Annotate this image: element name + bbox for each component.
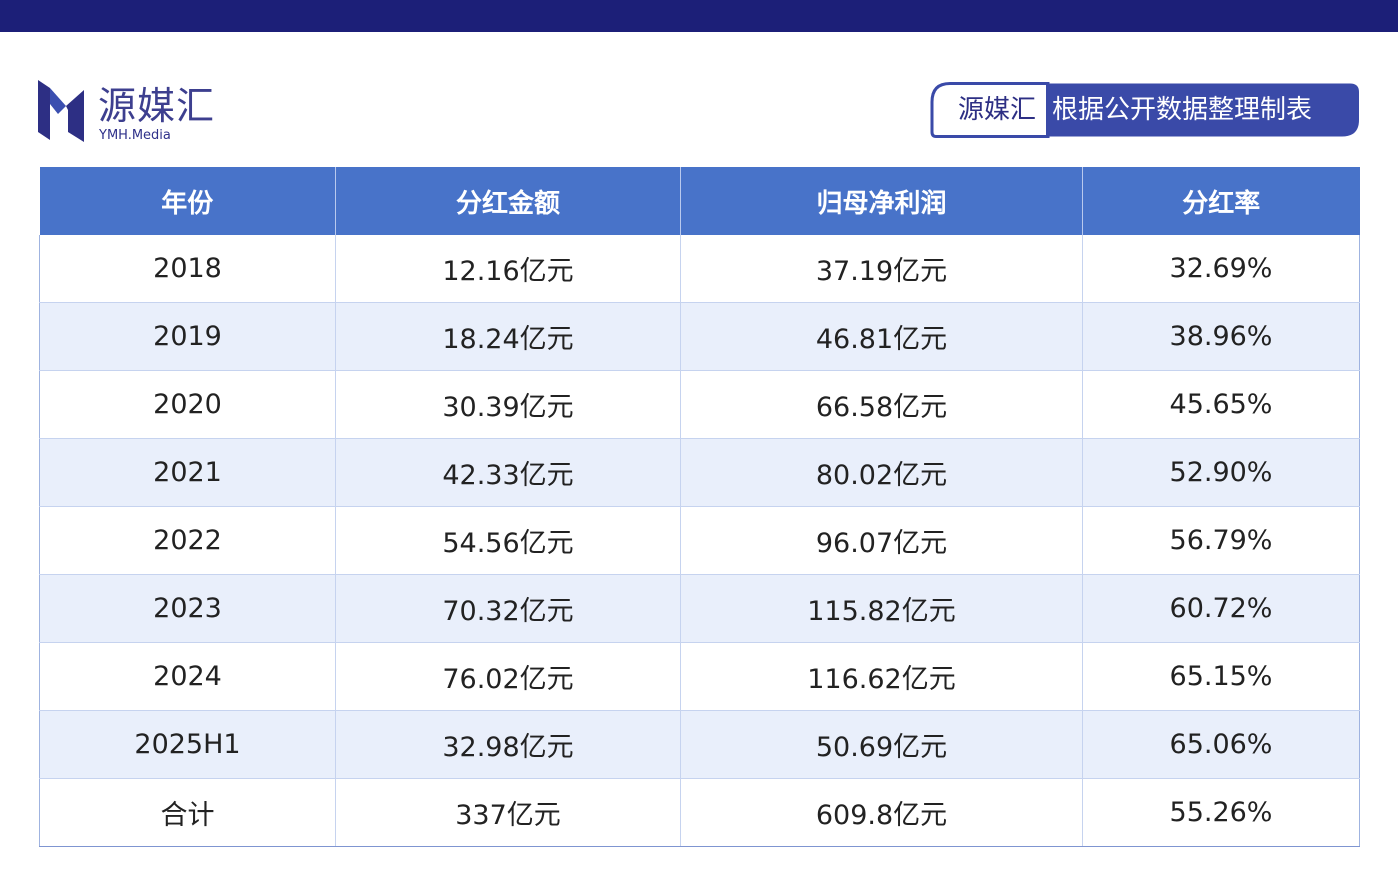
cell-payout-ratio: 32.69% (1082, 235, 1360, 303)
table-header-row: 年份 分红金额 归母净利润 分红率 (39, 167, 1360, 235)
cell-year: 2021 (39, 438, 336, 507)
cell-total-net-profit: 609.8亿元 (680, 778, 1083, 847)
cell-year: 2018 (39, 235, 336, 303)
cell-year: 2020 (39, 370, 336, 439)
logo-subtitle: YMH.Media (99, 128, 171, 143)
top-banner (0, 0, 1398, 32)
cell-net-profit: 66.58亿元 (680, 370, 1083, 439)
cell-dividend: 70.32亿元 (335, 574, 681, 643)
cell-net-profit: 46.81亿元 (680, 302, 1083, 371)
cell-dividend: 54.56亿元 (335, 506, 681, 575)
cell-dividend: 42.33亿元 (335, 438, 681, 507)
badge-brand-label: 源媒汇 (957, 95, 1036, 125)
dividend-table: 年份 分红金额 归母净利润 分红率 2018 12.16亿元 37.19亿元 3… (39, 167, 1360, 847)
cell-dividend: 32.98亿元 (335, 710, 681, 779)
cell-total-label: 合计 (39, 778, 336, 847)
cell-payout-ratio: 52.90% (1082, 438, 1360, 507)
cell-net-profit: 115.82亿元 (680, 574, 1083, 643)
cell-payout-ratio: 60.72% (1082, 574, 1360, 643)
cell-payout-ratio: 45.65% (1082, 370, 1360, 439)
brand-logo: 源媒汇 YMH.Media (38, 78, 238, 148)
table-row: 2024 76.02亿元 116.62亿元 65.15% (39, 642, 1360, 711)
cell-year: 2025H1 (39, 710, 336, 779)
badge-description: 根据公开数据整理制表 (1052, 95, 1313, 125)
table-row: 2019 18.24亿元 46.81亿元 38.96% (39, 302, 1360, 371)
cell-dividend: 76.02亿元 (335, 642, 681, 711)
cell-year: 2019 (39, 302, 336, 371)
cell-net-profit: 96.07亿元 (680, 506, 1083, 575)
cell-net-profit: 80.02亿元 (680, 438, 1083, 507)
cell-payout-ratio: 56.79% (1082, 506, 1360, 575)
cell-payout-ratio: 38.96% (1082, 302, 1360, 371)
cell-total-dividend: 337亿元 (335, 778, 681, 847)
cell-total-payout-ratio: 55.26% (1082, 778, 1360, 847)
table-row: 2025H1 32.98亿元 50.69亿元 65.06% (39, 710, 1360, 779)
cell-year: 2023 (39, 574, 336, 643)
table-row: 2021 42.33亿元 80.02亿元 52.90% (39, 438, 1360, 507)
cell-year: 2024 (39, 642, 336, 711)
cell-year: 2022 (39, 506, 336, 575)
cell-payout-ratio: 65.15% (1082, 642, 1360, 711)
table-total-row: 合计 337亿元 609.8亿元 55.26% (39, 778, 1360, 847)
cell-net-profit: 37.19亿元 (680, 235, 1083, 303)
cell-dividend: 18.24亿元 (335, 302, 681, 371)
table-row: 2022 54.56亿元 96.07亿元 56.79% (39, 506, 1360, 575)
table-row: 2018 12.16亿元 37.19亿元 32.69% (39, 235, 1360, 303)
header-year: 年份 (39, 167, 336, 235)
cell-dividend: 12.16亿元 (335, 235, 681, 303)
table-row: 2020 30.39亿元 66.58亿元 45.65% (39, 370, 1360, 439)
cell-dividend: 30.39亿元 (335, 370, 681, 439)
cell-payout-ratio: 65.06% (1082, 710, 1360, 779)
logo-mark-icon (38, 80, 84, 142)
logo-brand-name: 源媒汇 (98, 84, 216, 128)
header-payout-ratio: 分红率 (1082, 167, 1360, 235)
header-dividend-amount: 分红金额 (335, 167, 681, 235)
table-row: 2023 70.32亿元 115.82亿元 60.72% (39, 574, 1360, 643)
header-net-profit: 归母净利润 (680, 167, 1083, 235)
badge-shape (930, 82, 1359, 138)
cell-net-profit: 50.69亿元 (680, 710, 1083, 779)
source-badge: 源媒汇 根据公开数据整理制表 (930, 82, 1360, 138)
cell-net-profit: 116.62亿元 (680, 642, 1083, 711)
